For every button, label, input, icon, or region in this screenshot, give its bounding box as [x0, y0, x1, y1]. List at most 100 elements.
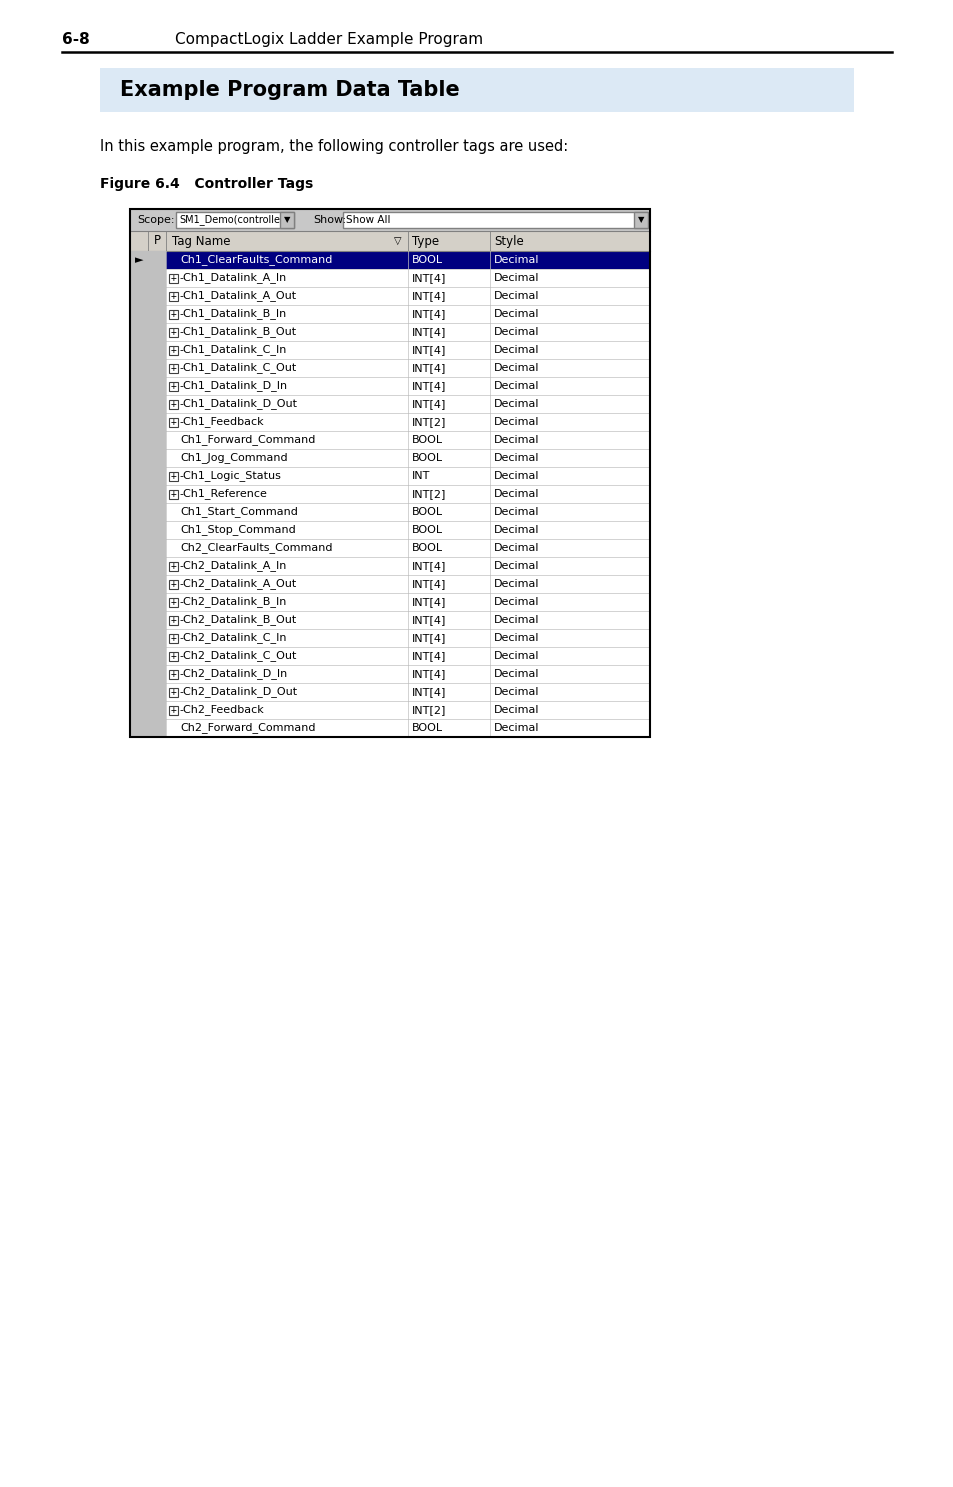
Text: -Ch1_Datalink_C_Out: -Ch1_Datalink_C_Out [179, 363, 296, 373]
Text: Decimal: Decimal [494, 543, 539, 553]
Bar [130, 683, 649, 700]
Text: BOOL: BOOL [412, 507, 442, 517]
Text: -Ch1_Reference: -Ch1_Reference [179, 489, 267, 500]
Bar [169, 633, 178, 642]
Text: Decimal: Decimal [494, 436, 539, 445]
Text: +: + [171, 651, 176, 662]
Text: +: + [171, 274, 176, 283]
Bar [130, 413, 649, 431]
Bar [130, 287, 649, 305]
Text: INT[4]: INT[4] [412, 633, 446, 642]
Bar [169, 345, 178, 354]
Bar [130, 323, 649, 341]
Bar [130, 431, 649, 449]
Bar [130, 503, 649, 520]
Text: Ch2_Forward_Command: Ch2_Forward_Command [180, 723, 315, 733]
Bar [130, 396, 649, 413]
Text: SM1_Demo(controlle: SM1_Demo(controlle [179, 214, 280, 226]
Text: Decimal: Decimal [494, 309, 539, 320]
Bar [130, 396, 148, 413]
Bar [175, 213, 294, 228]
Text: Style: Style [494, 235, 523, 247]
Bar [130, 269, 148, 287]
Text: ▼: ▼ [638, 216, 643, 225]
Text: Show All: Show All [346, 216, 390, 225]
Text: -Ch2_Datalink_C_Out: -Ch2_Datalink_C_Out [179, 650, 296, 662]
Text: +: + [171, 578, 176, 589]
Text: INT[4]: INT[4] [412, 651, 446, 662]
Text: Decimal: Decimal [494, 327, 539, 338]
Bar [169, 471, 178, 480]
Text: INT[4]: INT[4] [412, 381, 446, 391]
Text: -Ch1_Datalink_B_In: -Ch1_Datalink_B_In [179, 308, 286, 320]
Bar [280, 213, 294, 228]
Bar [130, 558, 148, 575]
Bar [169, 309, 178, 318]
Text: INT[4]: INT[4] [412, 596, 446, 607]
Bar [148, 251, 166, 269]
Bar [148, 378, 166, 396]
Bar [130, 358, 148, 378]
Text: +: + [171, 345, 176, 355]
Bar [169, 274, 178, 283]
Text: Decimal: Decimal [494, 291, 539, 300]
Text: Ch1_Forward_Command: Ch1_Forward_Command [180, 434, 315, 446]
Bar [343, 213, 647, 228]
Bar [130, 358, 649, 378]
Bar [130, 323, 148, 341]
Text: +: + [171, 616, 176, 625]
Bar [130, 575, 649, 593]
Text: INT: INT [412, 471, 430, 480]
Bar [148, 538, 166, 558]
Text: -Ch1_Datalink_D_Out: -Ch1_Datalink_D_Out [179, 399, 296, 409]
Text: INT[4]: INT[4] [412, 669, 446, 680]
Text: ►: ► [134, 254, 143, 265]
Text: ▽: ▽ [394, 236, 401, 245]
Bar [169, 327, 178, 336]
Text: Type: Type [412, 235, 438, 247]
Text: +: + [171, 327, 176, 338]
Bar [148, 287, 166, 305]
Text: Decimal: Decimal [494, 525, 539, 535]
Bar [169, 489, 178, 498]
Text: -Ch2_Datalink_D_Out: -Ch2_Datalink_D_Out [179, 687, 296, 697]
Bar [130, 665, 649, 683]
Text: Decimal: Decimal [494, 399, 539, 409]
Text: -Ch2_Datalink_B_Out: -Ch2_Datalink_B_Out [179, 614, 296, 626]
Text: -Ch1_Datalink_C_In: -Ch1_Datalink_C_In [179, 345, 286, 355]
Text: BOOL: BOOL [412, 436, 442, 445]
Bar [130, 378, 649, 396]
Bar [130, 378, 148, 396]
Bar [169, 291, 178, 300]
Text: -Ch2_Datalink_A_Out: -Ch2_Datalink_A_Out [179, 578, 296, 589]
Bar [130, 503, 148, 520]
Bar [169, 363, 178, 373]
Bar [130, 720, 148, 738]
Text: Decimal: Decimal [494, 616, 539, 625]
Text: +: + [171, 399, 176, 409]
Text: +: + [171, 687, 176, 697]
Text: +: + [171, 633, 176, 642]
Text: INT[4]: INT[4] [412, 399, 446, 409]
Text: +: + [171, 471, 176, 480]
Bar [148, 358, 166, 378]
Text: 6-8: 6-8 [62, 33, 90, 48]
Bar [148, 629, 166, 647]
Bar [130, 305, 649, 323]
Text: -Ch1_Logic_Status: -Ch1_Logic_Status [179, 470, 280, 482]
Text: INT[4]: INT[4] [412, 578, 446, 589]
Text: +: + [171, 309, 176, 320]
Bar [169, 598, 178, 607]
Bar [148, 700, 166, 720]
Text: BOOL: BOOL [412, 254, 442, 265]
Bar [130, 485, 649, 503]
Text: BOOL: BOOL [412, 543, 442, 553]
Bar [148, 396, 166, 413]
Bar [130, 647, 649, 665]
Text: INT[2]: INT[2] [412, 489, 446, 500]
Text: INT[4]: INT[4] [412, 309, 446, 320]
Bar [130, 449, 649, 467]
Text: Decimal: Decimal [494, 687, 539, 697]
Bar [148, 413, 166, 431]
Text: -Ch1_Feedback: -Ch1_Feedback [179, 416, 263, 427]
